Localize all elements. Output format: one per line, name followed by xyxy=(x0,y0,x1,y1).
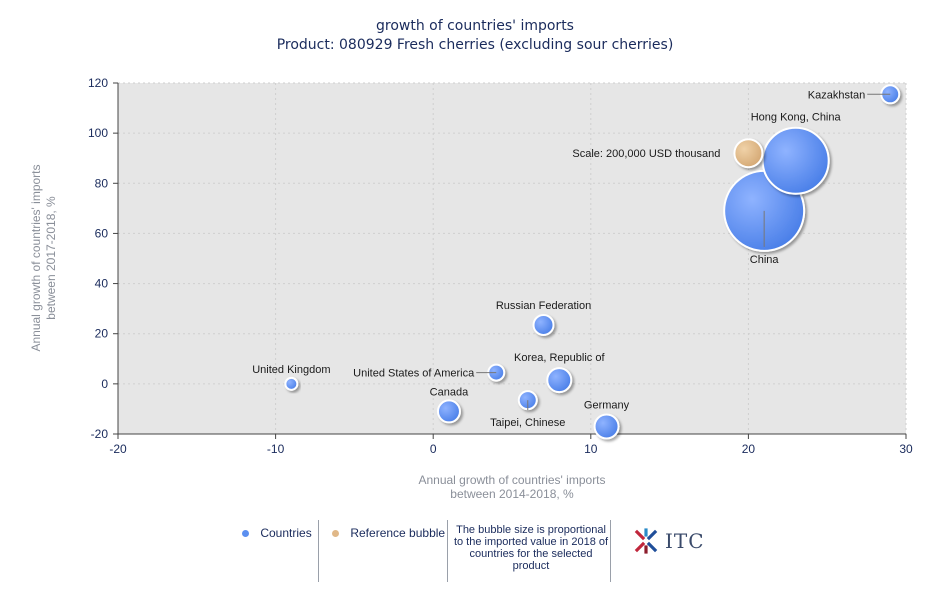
axes: -20 -10 0 10 20 30 -20 0 20 40 60 80 100 120 xyxy=(88,76,913,456)
data-label-germany: Germany xyxy=(584,399,630,411)
y-tick-label: 60 xyxy=(95,226,109,240)
legend-divider xyxy=(318,520,319,582)
legend-dot-reference xyxy=(332,530,339,538)
chart-title: growth of countries' imports xyxy=(376,18,574,34)
x-tick-label: 20 xyxy=(742,442,756,456)
chart-subtitle: Product: 080929 Fresh cherries (excludin… xyxy=(276,37,674,53)
y-tick-label: 80 xyxy=(95,176,109,190)
x-tick-label: -20 xyxy=(109,442,127,456)
x-tick-label: 0 xyxy=(430,442,437,456)
x-axis-label-line1: Annual growth of countries' imports xyxy=(418,473,605,487)
bubble-size-note: The bubble size is proportional to the i… xyxy=(453,524,609,572)
x-tick-label: 10 xyxy=(584,442,598,456)
y-tick-label: 100 xyxy=(88,126,108,140)
y-tick-label: 120 xyxy=(88,76,108,90)
itc-logo-icon xyxy=(634,528,658,554)
legend-dot-countries xyxy=(242,530,249,538)
y-axis-label-line1: Annual growth of countries' imports xyxy=(29,164,43,351)
bubble-canada[interactable] xyxy=(436,399,461,424)
data-labels: Kazakhstan Hong Kong, China China Russian F… xyxy=(252,89,891,429)
data-label-russian-federation: Russian Federation xyxy=(496,300,591,312)
bubble-korea-republic-of[interactable] xyxy=(546,367,573,394)
bubble-russian-federation[interactable] xyxy=(532,313,555,336)
bubble-chart: -20 -10 0 10 20 30 -20 0 20 40 60 80 100 120 Kazakhst… xyxy=(29,76,913,501)
data-label-canada: Canada xyxy=(430,386,469,398)
legend-label-countries: Countries xyxy=(260,526,312,540)
itc-logo: ITC xyxy=(633,526,705,556)
itc-logo-text: ITC xyxy=(665,529,705,553)
x-tick-label: 30 xyxy=(899,442,913,456)
legend-item-countries[interactable]: Countries xyxy=(242,526,312,540)
legend-label-reference: Reference bubble xyxy=(350,526,446,540)
legend-item-reference[interactable]: Reference bubble xyxy=(332,526,445,540)
x-axis-label-line2: between 2014-2018, % xyxy=(450,487,574,501)
data-label-scale-200-000-usd-thousand: Scale: 200,000 USD thousand xyxy=(572,148,720,160)
data-label-united-states-of-america: United States of America xyxy=(353,368,475,380)
bubble-united-kingdom[interactable] xyxy=(284,376,299,391)
y-tick-label: -20 xyxy=(91,427,109,441)
data-label-kazakhstan: Kazakhstan xyxy=(808,89,865,101)
y-tick-label: 40 xyxy=(95,277,109,291)
y-tick-label: 0 xyxy=(101,377,108,391)
y-axis-label-line2: between 2017-2018, % xyxy=(44,196,58,320)
y-tick-label: 20 xyxy=(95,327,109,341)
data-label-china: China xyxy=(750,254,780,266)
bubble-scale-200-000-usd-thousand[interactable] xyxy=(733,138,764,169)
data-label-korea-republic-of: Korea, Republic of xyxy=(514,352,605,364)
data-label-united-kingdom: United Kingdom xyxy=(252,364,330,376)
data-label-hong-kong-china: Hong Kong, China xyxy=(751,112,842,124)
x-tick-label: -10 xyxy=(267,442,285,456)
data-label-taipei-chinese: Taipei, Chinese xyxy=(490,417,565,429)
bubble-germany[interactable] xyxy=(593,413,620,440)
legend-divider xyxy=(447,520,448,582)
bubble-hong-kong-china[interactable] xyxy=(761,126,830,195)
legend-divider xyxy=(610,520,611,582)
